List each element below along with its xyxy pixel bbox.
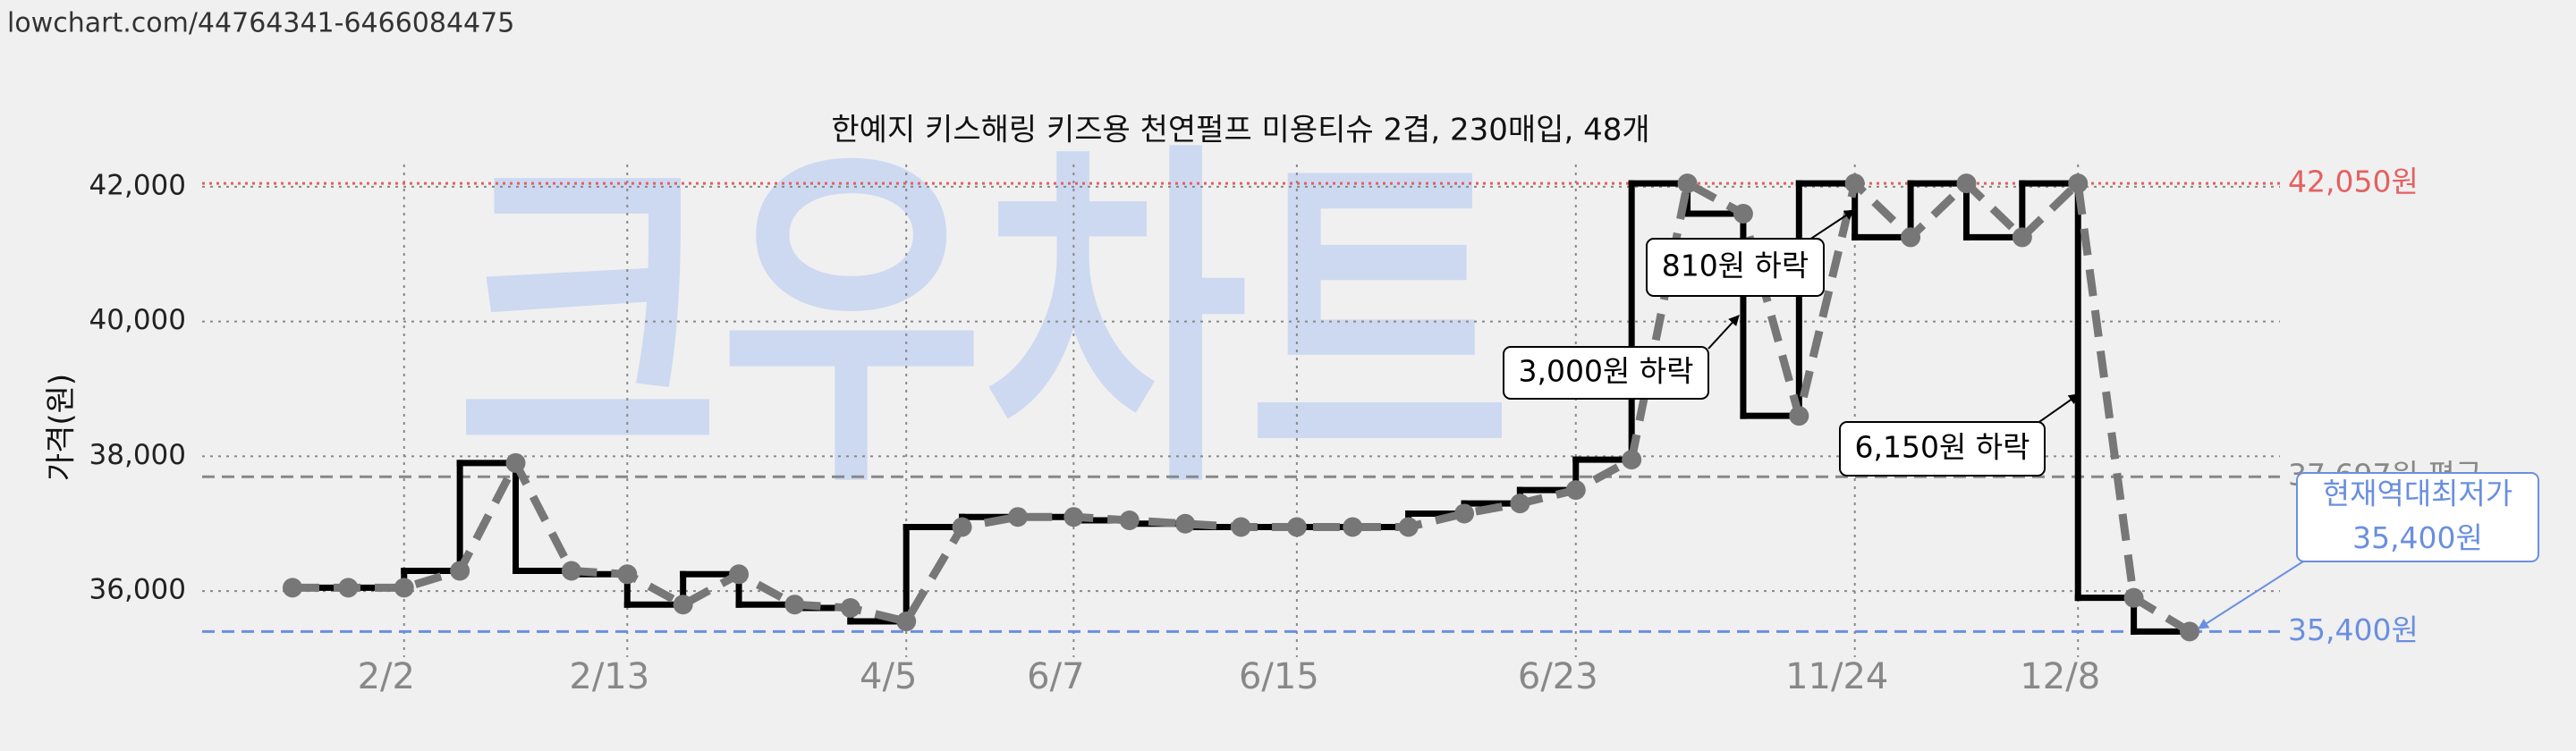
annotation-box	[1503, 346, 1709, 400]
price-point	[1510, 494, 1530, 514]
annotation-text: 현재역대최저가	[2323, 476, 2513, 511]
reference-label: 42,050원	[2288, 165, 2419, 199]
x-tick-label: 11/24	[1785, 656, 1888, 697]
price-point	[1454, 503, 1475, 524]
price-point	[2180, 621, 2199, 642]
x-tick-label: 4/5	[860, 656, 917, 697]
price-point	[1007, 507, 1028, 527]
marks-layer	[283, 173, 2199, 642]
price-point	[1398, 517, 1419, 537]
price-point	[2012, 227, 2032, 248]
price-point	[1231, 517, 1251, 537]
price-point	[1956, 173, 1977, 194]
y-tick-label: 36,000	[89, 574, 186, 606]
price-point	[896, 612, 917, 632]
price-point	[1119, 510, 1140, 530]
price-point	[505, 452, 526, 473]
price-point	[1175, 513, 1196, 534]
annotation-arrow	[2036, 393, 2080, 425]
price-point	[1622, 450, 1642, 470]
x-tick-label: 6/23	[1518, 656, 1598, 697]
price-point	[283, 578, 302, 598]
url: lowchart.com/44764341-6466084475	[7, 8, 514, 39]
price-point	[1901, 227, 1921, 248]
price-point	[1343, 517, 1363, 537]
y-tick-label: 42,000	[89, 169, 186, 201]
price-point	[1677, 173, 1698, 194]
reference-label: 35,400원	[2288, 612, 2419, 647]
x-tick-label: 6/7	[1027, 656, 1084, 697]
annotation-text: 3,000원 하락	[1518, 354, 1693, 389]
price-point	[840, 597, 860, 618]
annotation-box	[1839, 421, 2046, 477]
annotation-box	[1646, 238, 1825, 297]
x-tick-label: 2/13	[569, 656, 649, 697]
price-point	[729, 564, 750, 585]
price-point	[1565, 480, 1586, 501]
price-point	[338, 578, 359, 598]
chart-title: 한예지 키스해링 키즈용 천연펄프 미용티슈 2겹, 230매입, 48개	[831, 113, 1649, 148]
price-point	[673, 595, 693, 615]
x-tick-label: 12/8	[2020, 656, 2100, 697]
price-point	[784, 595, 805, 615]
price-point	[2068, 173, 2089, 194]
price-point	[450, 561, 470, 581]
y-tick-label: 38,000	[89, 439, 186, 471]
annotation-arrow	[1806, 209, 1856, 242]
price-point	[1844, 173, 1865, 194]
price-point	[561, 561, 581, 581]
annotation-text: 810원 하락	[1662, 249, 1809, 283]
annotation-box	[2296, 472, 2539, 562]
price-point	[394, 578, 414, 598]
price-point	[1286, 517, 1307, 537]
x-tick-label: 6/15	[1239, 656, 1319, 697]
annotation-arrow	[1707, 315, 1740, 350]
annotation-arrow	[2197, 561, 2304, 629]
annotation-text: 6,150원 하락	[1854, 430, 2029, 465]
price-point	[1063, 507, 1084, 527]
price-point	[952, 517, 972, 537]
price-point	[1733, 204, 1753, 224]
price-point	[1789, 406, 1809, 426]
annotation-text: 35,400원	[2352, 520, 2483, 555]
price-point	[2123, 587, 2144, 608]
y-axis-label: 가격(원)	[44, 374, 80, 481]
y-tick-label: 40,000	[89, 304, 186, 336]
x-tick-label: 2/2	[358, 656, 415, 697]
watermark: 크우차트	[456, 115, 1512, 531]
price-point	[617, 564, 638, 585]
